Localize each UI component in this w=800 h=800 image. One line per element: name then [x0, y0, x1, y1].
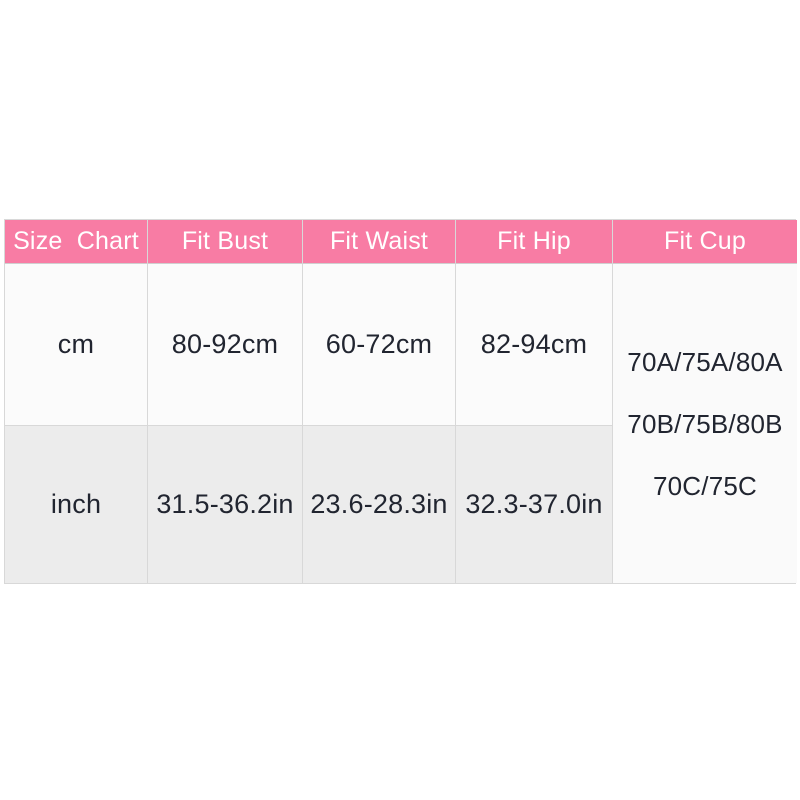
header-cell-fit-bust: Fit Bust	[148, 220, 303, 264]
header-cell-fit-hip: Fit Hip	[456, 220, 613, 264]
header-cell-fit-cup: Fit Cup	[613, 220, 797, 264]
header-cell-size-chart: Size Chart	[5, 220, 148, 264]
fit-cup-line-a: 70A/75A/80A	[627, 346, 783, 377]
header-cell-fit-waist: Fit Waist	[303, 220, 456, 264]
cell-hip-inch: 32.3-37.0in	[456, 426, 613, 583]
cell-waist-cm: 60-72cm	[303, 264, 456, 426]
fit-cup-line-c: 70C/75C	[652, 470, 758, 501]
fit-cup-line-b: 70B/75B/80B	[627, 408, 783, 439]
cell-bust-cm: 80-92cm	[148, 264, 303, 426]
size-chart-table: Size Chart Fit Bust Fit Waist Fit Hip Fi…	[4, 219, 797, 584]
cell-waist-inch: 23.6-28.3in	[303, 426, 456, 583]
cell-hip-cm: 82-94cm	[456, 264, 613, 426]
cell-unit-cm: cm	[5, 264, 148, 426]
cell-fit-cup: 70A/75A/80A 70B/75B/80B 70C/75C	[613, 264, 797, 583]
cell-unit-inch: inch	[5, 426, 148, 583]
cell-bust-inch: 31.5-36.2in	[148, 426, 303, 583]
